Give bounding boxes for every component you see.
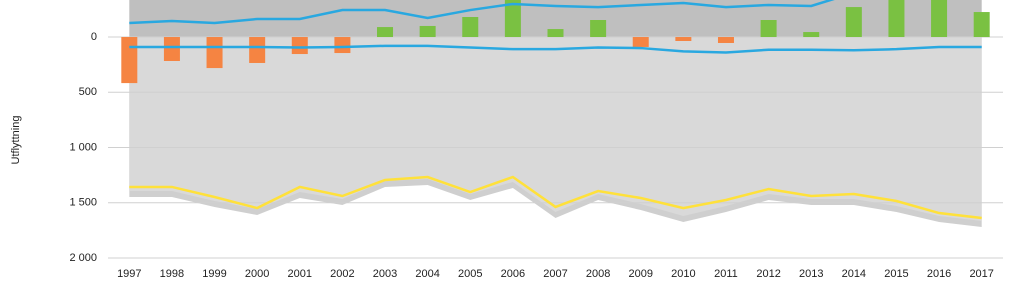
bar bbox=[632, 37, 649, 47]
bar bbox=[249, 37, 266, 63]
x-tick-label: 2001 bbox=[288, 268, 312, 280]
bar bbox=[419, 25, 436, 38]
bar bbox=[845, 7, 862, 38]
x-tick-label: 2000 bbox=[245, 268, 269, 280]
bar bbox=[206, 37, 223, 69]
x-tick-label: 2006 bbox=[501, 268, 525, 280]
x-tick-label: 2007 bbox=[543, 268, 567, 280]
line bbox=[129, 175, 982, 220]
x-tick-label: 1999 bbox=[202, 268, 226, 280]
plot bbox=[108, 0, 1003, 259]
y-tick-label: 1 500 bbox=[69, 197, 97, 209]
bar bbox=[462, 17, 479, 38]
bar bbox=[931, 0, 948, 38]
x-tick-label: 2012 bbox=[756, 268, 780, 280]
x-tick-label: 2010 bbox=[671, 268, 695, 280]
bar bbox=[803, 32, 820, 38]
bar bbox=[717, 37, 734, 43]
bar bbox=[163, 37, 180, 61]
bar bbox=[334, 37, 351, 54]
x-tick-label: 2009 bbox=[628, 268, 652, 280]
y-tick-label: 500 bbox=[79, 86, 97, 98]
bar bbox=[504, 0, 521, 38]
x-tick-label: 2015 bbox=[884, 268, 908, 280]
y-tick-label: 1 000 bbox=[69, 141, 97, 153]
bar bbox=[675, 37, 692, 41]
bar bbox=[590, 19, 607, 38]
bar bbox=[760, 19, 777, 38]
y-axis-label: Utflyttning bbox=[10, 116, 22, 165]
bar bbox=[377, 27, 394, 38]
bar bbox=[973, 12, 990, 38]
y-tick-label: 0 bbox=[91, 31, 97, 43]
x-tick-label: 2016 bbox=[927, 268, 951, 280]
x-tick-label: 2013 bbox=[799, 268, 823, 280]
bar bbox=[121, 37, 138, 84]
bar bbox=[888, 0, 905, 38]
line bbox=[129, 44, 982, 54]
bar bbox=[291, 37, 308, 55]
x-tick-label: 2011 bbox=[714, 268, 738, 280]
x-tick-label: 2003 bbox=[373, 268, 397, 280]
outflow-area bbox=[129, 37, 982, 221]
x-tick-label: 1997 bbox=[117, 268, 141, 280]
bar bbox=[547, 29, 564, 38]
x-tick-label: 2017 bbox=[969, 268, 993, 280]
line bbox=[129, 0, 835, 25]
x-tick-label: 2014 bbox=[842, 268, 866, 280]
x-tick-label: 2005 bbox=[458, 268, 482, 280]
x-tick-label: 2002 bbox=[330, 268, 354, 280]
y-tick-label: 2 000 bbox=[69, 252, 97, 264]
x-tick-label: 2008 bbox=[586, 268, 610, 280]
x-tick-label: 2004 bbox=[415, 268, 439, 280]
x-tick-label: 1998 bbox=[160, 268, 184, 280]
